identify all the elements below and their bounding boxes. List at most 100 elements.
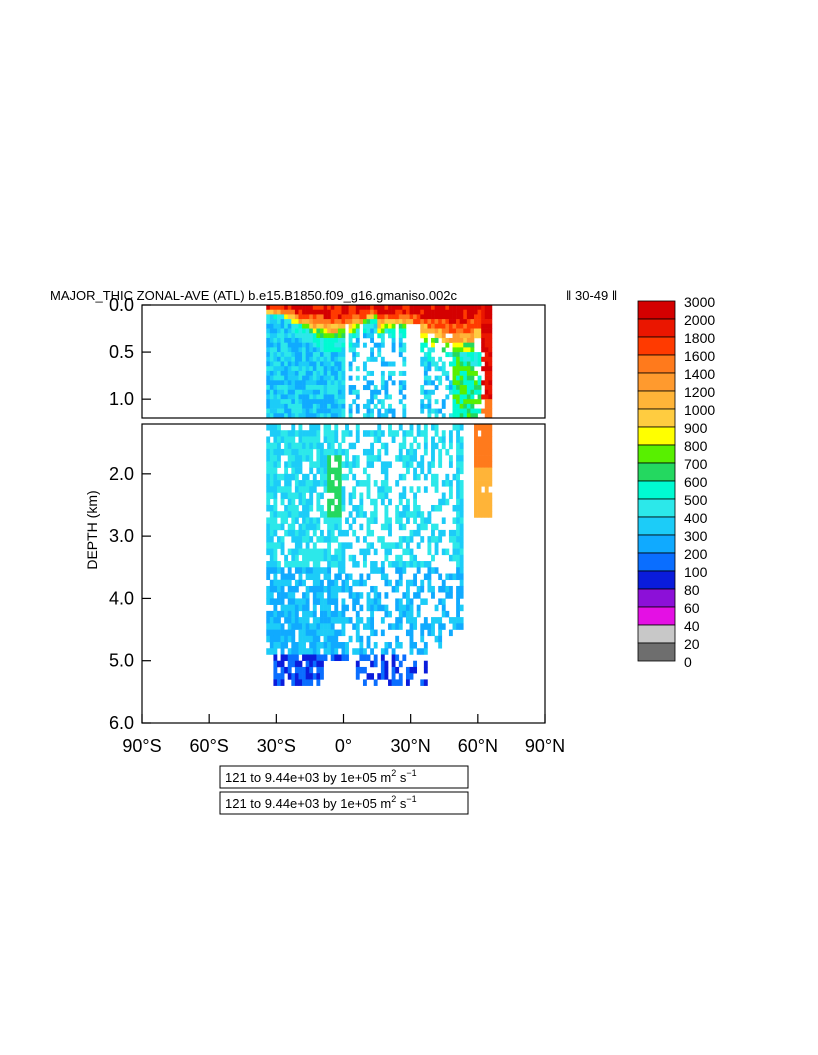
heat-cell	[334, 403, 339, 409]
heat-cell	[409, 442, 414, 450]
heat-cell	[445, 448, 450, 456]
heat-cell	[355, 436, 360, 443]
heat-cell	[327, 554, 332, 562]
heat-cell	[273, 654, 278, 662]
heat-cell	[409, 309, 414, 315]
heat-cell	[416, 319, 421, 325]
heat-cell	[323, 337, 328, 343]
heat-cell	[373, 517, 378, 524]
heat-cell	[380, 648, 385, 655]
heat-cell	[388, 328, 392, 334]
heat-cell	[287, 523, 292, 531]
heat-cell	[284, 635, 289, 643]
heat-cell	[330, 385, 335, 391]
heat-cell	[463, 347, 468, 353]
heat-cell	[402, 504, 407, 512]
heat-cell	[337, 366, 342, 372]
heat-cell	[280, 679, 285, 686]
heat-cell	[448, 592, 453, 599]
heat-cell	[319, 642, 324, 649]
heat-cell	[384, 486, 389, 493]
heat-cell	[309, 642, 314, 649]
heat-cell	[280, 333, 285, 339]
heat-cell	[287, 361, 292, 367]
heat-cell	[323, 408, 328, 414]
heat-cell	[273, 361, 278, 367]
heat-cell	[305, 403, 310, 409]
heat-cell	[409, 673, 414, 680]
heat-cell	[445, 573, 450, 581]
heat-cell	[488, 455, 493, 462]
heat-cell	[273, 548, 278, 556]
heat-cell	[305, 529, 310, 537]
heat-cell	[459, 448, 464, 456]
heat-cell	[456, 380, 460, 386]
heat-cell	[330, 442, 335, 450]
heat-cell	[452, 408, 457, 414]
heat-cell	[341, 347, 346, 353]
heat-cell	[438, 635, 443, 643]
heat-cell	[438, 436, 443, 443]
heat-cell	[434, 635, 439, 643]
heat-cell	[287, 666, 292, 674]
heat-cell	[298, 389, 303, 395]
heat-cell	[366, 523, 371, 531]
heat-cell	[348, 461, 353, 468]
heat-cell	[266, 536, 271, 543]
heat-cell	[427, 408, 432, 414]
heat-cell	[280, 642, 285, 649]
heat-cell	[305, 473, 310, 481]
heat-cell	[373, 323, 378, 329]
heat-cell	[294, 623, 299, 630]
heat-cell	[341, 623, 346, 630]
heat-cell	[456, 617, 460, 624]
heat-cell	[337, 408, 342, 414]
heat-cell	[284, 403, 289, 409]
heat-cell	[287, 654, 292, 662]
heat-cell	[481, 342, 486, 348]
heat-cell	[277, 408, 281, 414]
heat-cell	[452, 504, 457, 512]
heat-cell	[477, 492, 482, 500]
heat-cell	[302, 448, 306, 456]
heat-cell	[284, 370, 289, 376]
heat-cell	[380, 375, 385, 381]
heat-cell	[337, 554, 342, 562]
heat-cell	[466, 403, 471, 409]
heat-cell	[355, 617, 360, 624]
colorbar-label: 1400	[684, 366, 715, 382]
heat-cell	[423, 430, 428, 437]
heat-cell	[373, 385, 378, 391]
heat-cell	[298, 309, 303, 315]
heat-cell	[341, 473, 346, 481]
heat-cell	[294, 394, 299, 400]
heat-cell	[266, 461, 271, 468]
heat-cell	[409, 448, 414, 456]
heat-cell	[280, 517, 285, 524]
heat-cell	[302, 673, 306, 680]
heat-cell	[312, 399, 317, 405]
heat-cell	[420, 517, 425, 524]
heat-cell	[420, 399, 425, 405]
heat-cell	[370, 380, 375, 386]
heat-cell	[402, 592, 407, 599]
heat-cell	[456, 585, 460, 593]
heat-cell	[448, 337, 453, 343]
heat-cell	[273, 309, 278, 315]
heat-cell	[452, 366, 457, 372]
heat-cell	[312, 486, 317, 493]
heat-cell	[456, 498, 460, 506]
heat-cell	[427, 380, 432, 386]
heat-cell	[319, 403, 324, 409]
heat-cell	[405, 498, 410, 506]
heat-cell	[366, 673, 371, 680]
heat-cell	[327, 319, 332, 325]
heat-cell	[312, 370, 317, 376]
heat-cell	[287, 673, 292, 680]
heat-cell	[388, 403, 392, 409]
heat-cell	[305, 347, 310, 353]
heat-cell	[305, 660, 310, 668]
heat-cell	[330, 498, 335, 506]
heat-cell	[370, 517, 375, 524]
heat-cell	[377, 314, 382, 320]
